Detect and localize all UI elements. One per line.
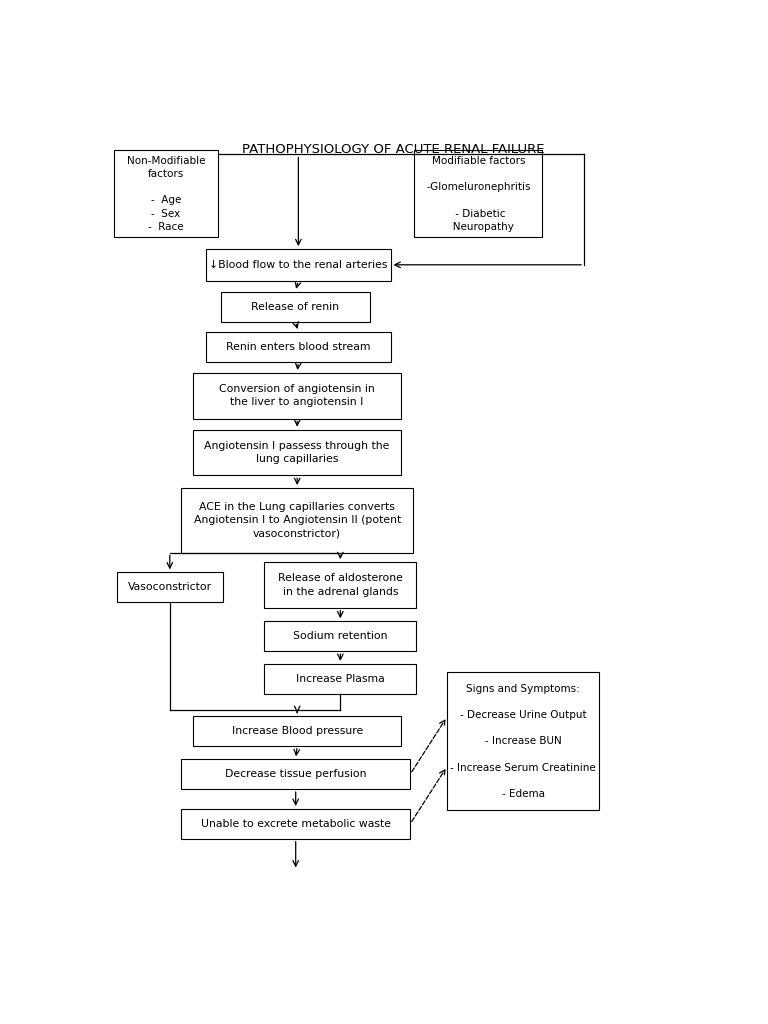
Text: Conversion of angiotensin in
the liver to angiotensin I: Conversion of angiotensin in the liver t… [220,384,375,408]
FancyBboxPatch shape [181,809,410,839]
Text: PATHOPHYSIOLOGY OF ACUTE RENAL FAILURE: PATHOPHYSIOLOGY OF ACUTE RENAL FAILURE [243,142,545,156]
Text: Increase Blood pressure: Increase Blood pressure [232,726,362,736]
FancyBboxPatch shape [447,673,599,810]
Text: Modifiable factors

-Glomeluronephritis

 - Diabetic
   Neuropathy: Modifiable factors -Glomeluronephritis -… [426,156,531,231]
Text: Release of aldosterone
in the adrenal glands: Release of aldosterone in the adrenal gl… [278,573,402,597]
Text: Renin enters blood stream: Renin enters blood stream [226,342,371,352]
FancyBboxPatch shape [193,716,402,745]
FancyBboxPatch shape [221,292,369,322]
Text: Release of renin: Release of renin [251,302,339,311]
Text: ↓Blood flow to the renal arteries: ↓Blood flow to the renal arteries [209,260,388,269]
Text: Sodium retention: Sodium retention [293,631,388,641]
Text: Vasoconstrictor: Vasoconstrictor [127,583,212,592]
Text: ACE in the Lung capillaries converts
Angiotensin I to Angiotensin II (potent
vas: ACE in the Lung capillaries converts Ang… [194,502,401,539]
Text: Increase Plasma: Increase Plasma [296,674,385,684]
FancyBboxPatch shape [206,249,391,281]
FancyBboxPatch shape [264,562,416,608]
FancyBboxPatch shape [206,332,391,361]
FancyBboxPatch shape [193,373,402,419]
FancyBboxPatch shape [114,151,218,238]
Text: Angiotensin I passess through the
lung capillaries: Angiotensin I passess through the lung c… [204,441,390,464]
FancyBboxPatch shape [264,622,416,651]
FancyBboxPatch shape [181,488,413,553]
Text: Non-Modifiable
factors

-  Age
-  Sex
-  Race: Non-Modifiable factors - Age - Sex - Rac… [127,156,205,231]
Text: Signs and Symptoms:

- Decrease Urine Output

- Increase BUN

- Increase Serum C: Signs and Symptoms: - Decrease Urine Out… [450,684,596,800]
FancyBboxPatch shape [415,151,542,238]
Text: Unable to excrete metabolic waste: Unable to excrete metabolic waste [200,819,391,828]
FancyBboxPatch shape [117,572,223,602]
FancyBboxPatch shape [264,664,416,693]
FancyBboxPatch shape [193,430,402,475]
Text: Decrease tissue perfusion: Decrease tissue perfusion [225,769,366,779]
FancyBboxPatch shape [181,759,410,790]
